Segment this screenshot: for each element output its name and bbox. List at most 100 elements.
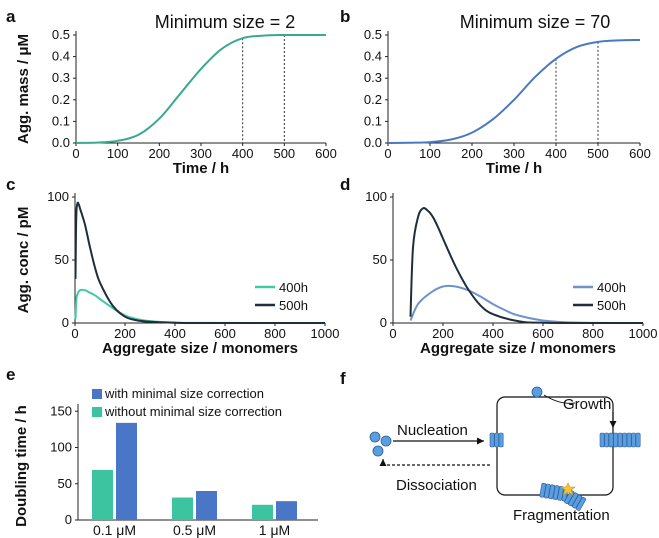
panel-label-f: f bbox=[340, 369, 346, 388]
y-tick-label: 0.2 bbox=[52, 92, 70, 107]
panel-label-e: e bbox=[6, 365, 15, 384]
x-tick-label: 100 bbox=[419, 146, 441, 161]
x-tick-label: 1000 bbox=[311, 326, 340, 341]
chart-e: 0 50 100 150 Doubling time / h 0.1 μM 0.5 μM 1 … bbox=[13, 386, 318, 538]
x-tick-label: 500 bbox=[273, 146, 295, 161]
category-label: 0.5 μM bbox=[173, 522, 216, 538]
y-tick-label: 0.5 bbox=[364, 27, 382, 42]
legend-label-400h: 400h bbox=[279, 280, 308, 295]
panel-label-d: d bbox=[340, 175, 350, 194]
chart-title-b: Minimum size = 70 bbox=[460, 12, 611, 32]
nucleation-label: Nucleation bbox=[397, 422, 468, 439]
monomer-3 bbox=[372, 445, 384, 457]
x-tick-label: 200 bbox=[461, 146, 483, 161]
y-tick-label: 100 bbox=[47, 189, 69, 204]
y-tick-label: 0.0 bbox=[52, 135, 70, 150]
dissociation-label: Dissociation bbox=[396, 477, 477, 494]
x-tick-label: 0 bbox=[389, 326, 396, 341]
bar-1μM-with bbox=[276, 501, 297, 520]
x-tick-label: 200 bbox=[114, 326, 136, 341]
legend-swatch-with bbox=[92, 389, 102, 399]
fibrils bbox=[489, 432, 641, 511]
legend-swatch-without bbox=[92, 407, 102, 417]
category-label: 1 μM bbox=[259, 522, 290, 538]
x-axis-label-d: Aggregate size / monomers bbox=[420, 340, 616, 357]
legend-label-500h: 500h bbox=[597, 298, 626, 313]
x-tick-label: 800 bbox=[582, 326, 604, 341]
x-tick-label: 500 bbox=[587, 146, 609, 161]
panel-label-c: c bbox=[6, 175, 15, 194]
y-tick-label: 50 bbox=[373, 252, 387, 267]
x-tick-label: 300 bbox=[503, 146, 525, 161]
y-tick-label: 0.4 bbox=[52, 49, 70, 64]
x-tick-label: 600 bbox=[315, 146, 337, 161]
fibril-unit bbox=[613, 432, 618, 448]
y-tick-label: 0.5 bbox=[52, 27, 70, 42]
chart-d: 0 200 400 600 800 1000 0 50 100 Aggregate size / … bbox=[365, 189, 657, 357]
y-tick-label: 0.1 bbox=[52, 113, 70, 128]
growth-label: Growth bbox=[563, 396, 611, 413]
bar-0.1μM-with bbox=[116, 422, 137, 520]
x-tick-label: 200 bbox=[148, 146, 170, 161]
fibril-unit bbox=[631, 432, 636, 448]
legend-label-without: without minimal size correction bbox=[104, 404, 282, 419]
panel-label-a: a bbox=[6, 7, 16, 26]
monomer-2 bbox=[380, 435, 392, 447]
fibril-unit bbox=[599, 432, 605, 448]
x-axis-label-b: Time / h bbox=[486, 160, 542, 177]
y-axis-label-e: Doubling time / h bbox=[13, 405, 30, 527]
fibril-unit bbox=[498, 432, 504, 448]
y-tick-label: 0.4 bbox=[364, 49, 382, 64]
x-tick-label: 100 bbox=[107, 146, 129, 161]
fibril-unit bbox=[608, 432, 614, 448]
x-tick-label: 400 bbox=[482, 326, 504, 341]
x-tick-label: 0 bbox=[72, 146, 79, 161]
panel-label-b: b bbox=[340, 7, 350, 26]
monomer-growth bbox=[531, 386, 543, 398]
chart-a: Minimum size = 2 0 100 200 300 400 500 600 0.0 0.… bbox=[15, 12, 337, 177]
x-tick-label: 400 bbox=[545, 146, 567, 161]
fibril-unit bbox=[626, 432, 632, 448]
fragment-right bbox=[564, 490, 587, 511]
fibril-unit bbox=[494, 432, 499, 448]
y-tick-label: 100 bbox=[50, 440, 72, 455]
chart-b: Minimum size = 70 0 100 200 300 400 500 600 0.0 0… bbox=[364, 12, 651, 177]
fibril-unit bbox=[617, 432, 623, 448]
grown-fibril bbox=[599, 432, 641, 448]
chart-title-a: Minimum size = 2 bbox=[155, 12, 296, 32]
y-tick-label: 0.2 bbox=[364, 92, 382, 107]
bar-0.5μM-with bbox=[196, 491, 217, 520]
charts-layer: Minimum size = 20 100 200 300 400 500 6000.00.… bbox=[13, 12, 657, 538]
y-tick-label: 0 bbox=[65, 512, 72, 527]
bar-0.1μM-without bbox=[92, 469, 113, 520]
x-tick-label: 400 bbox=[164, 326, 186, 341]
x-tick-label: 0 bbox=[71, 326, 78, 341]
nucleus-fibril bbox=[489, 432, 504, 448]
y-tick-label: 0 bbox=[62, 315, 69, 330]
fragmentation-label: Fragmentation bbox=[513, 507, 610, 524]
y-tick-label: 0.3 bbox=[364, 70, 382, 85]
fibril-unit bbox=[575, 496, 587, 511]
chart-c: 0 200 400 600 800 1000 0 50 100 Aggregate size / … bbox=[15, 189, 339, 357]
growth-connector bbox=[543, 394, 576, 404]
x-tick-label: 400 bbox=[232, 146, 254, 161]
y-tick-label: 0.3 bbox=[52, 70, 70, 85]
fibril-unit bbox=[489, 432, 495, 448]
legend-label-500h: 500h bbox=[279, 298, 308, 313]
x-tick-label: 300 bbox=[190, 146, 212, 161]
y-tick-label: 0 bbox=[380, 315, 387, 330]
series-line-d-500h bbox=[409, 207, 644, 325]
series-line-a-0 bbox=[75, 33, 326, 144]
y-tick-label: 150 bbox=[50, 403, 72, 418]
y-tick-label: 50 bbox=[55, 252, 69, 267]
legend-label-with: with minimal size correction bbox=[104, 386, 264, 401]
x-axis-label-c: Aggregate size / monomers bbox=[102, 340, 298, 357]
y-axis-label-c: Agg. conc / pM bbox=[15, 207, 32, 314]
y-axis-label-a: Agg. mass / μM bbox=[15, 34, 32, 144]
x-tick-label: 600 bbox=[629, 146, 651, 161]
category-label: 0.1 μM bbox=[93, 522, 136, 538]
x-axis-label-a: Time / h bbox=[173, 160, 229, 177]
bar-1μM-without bbox=[252, 504, 273, 520]
x-tick-label: 600 bbox=[532, 326, 554, 341]
x-tick-label: 1000 bbox=[629, 326, 658, 341]
